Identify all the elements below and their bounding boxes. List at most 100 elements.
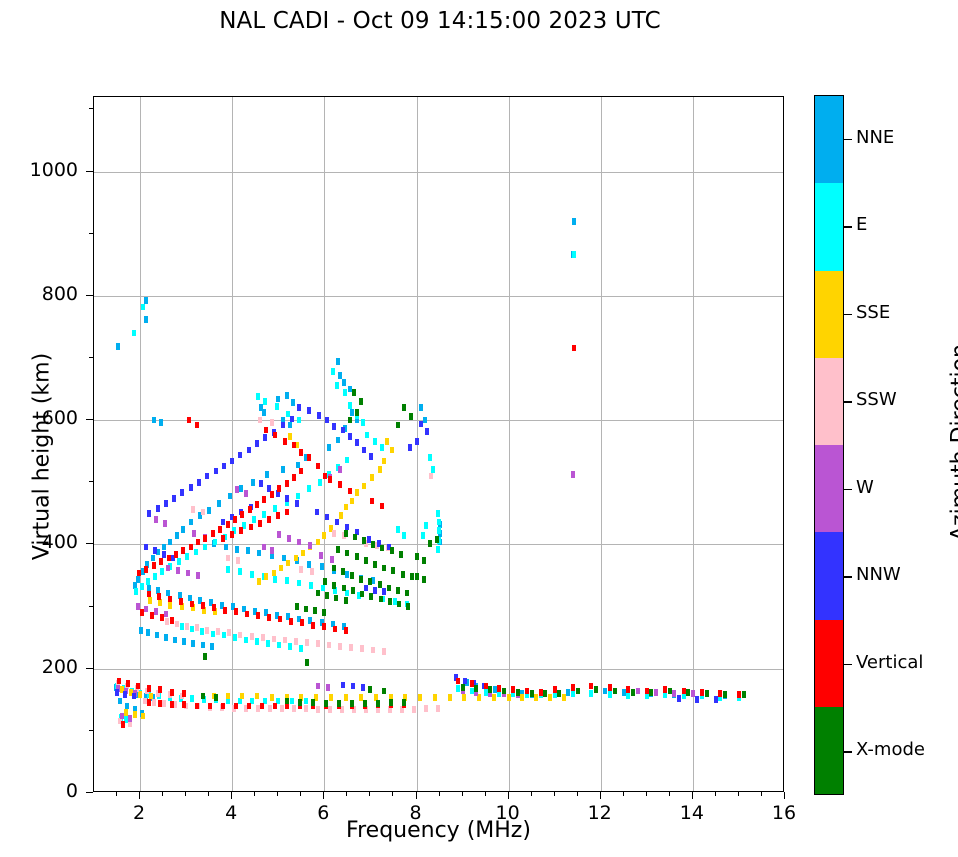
data-point-nne [303, 454, 308, 461]
data-point-vertical [173, 551, 178, 558]
data-point-e [589, 690, 594, 697]
y-minor-tick-mark [89, 481, 93, 483]
data-point-w [325, 683, 330, 691]
data-point-nne [239, 485, 244, 492]
data-point-e [342, 389, 347, 397]
data-point-nnw [285, 495, 290, 502]
data-point-nnw [419, 420, 424, 428]
y-tick-mark [86, 294, 93, 296]
x-minor-tick-mark [576, 792, 578, 796]
data-point-vertical [182, 701, 187, 709]
data-point-w [315, 682, 320, 690]
data-point-e [249, 570, 254, 578]
data-point-vertical [220, 702, 225, 710]
data-point-nne [145, 560, 150, 568]
data-point-e [210, 630, 215, 638]
data-point-w [474, 688, 479, 696]
data-point-e [237, 568, 242, 576]
y-minor-tick-mark [89, 357, 93, 358]
data-point-nnw [255, 440, 260, 448]
x-minor-tick-mark [553, 792, 555, 796]
data-point-ssw [179, 692, 184, 700]
data-point-vertical [116, 677, 121, 685]
x-minor-tick-mark [277, 792, 279, 796]
data-point-x-mode [415, 573, 420, 581]
data-point-w [196, 572, 201, 579]
data-point-ssw [423, 705, 428, 712]
data-point-vertical [210, 529, 215, 537]
data-point-vertical [278, 615, 283, 623]
data-point-ssw [429, 472, 434, 480]
x-axis-label: Frequency (MHz) [346, 818, 531, 843]
data-point-nne [168, 538, 173, 546]
data-point-e [185, 553, 190, 561]
colorbar-label-sse: SSE [856, 301, 891, 323]
data-point-nnw [161, 551, 166, 558]
data-point-x-mode [360, 590, 365, 598]
data-point-x-mode [421, 575, 426, 583]
data-point-e [423, 522, 428, 530]
data-point-nnw [463, 677, 468, 685]
data-point-vertical [157, 593, 162, 600]
data-point-vertical [203, 534, 208, 542]
data-point-x-mode [649, 688, 654, 696]
data-point-ssw [411, 706, 416, 714]
gridline-vertical [232, 97, 234, 791]
data-point-nnw [354, 439, 359, 446]
data-point-e [469, 687, 474, 695]
data-point-w [153, 608, 158, 615]
data-point-nne [197, 512, 202, 520]
data-point-nnw [258, 480, 263, 487]
x-minor-tick-mark [714, 792, 716, 796]
x-tick-mark [784, 792, 785, 799]
data-point-nne [228, 492, 233, 500]
data-point-ssw [351, 706, 356, 714]
data-point-x-mode [354, 409, 359, 417]
x-tick-label: 16 [771, 802, 797, 824]
data-point-sse [447, 693, 452, 701]
data-point-ssw [257, 416, 262, 424]
x-minor-tick-mark [438, 792, 440, 796]
data-point-ssw [200, 508, 205, 516]
data-point-nne [156, 587, 161, 594]
data-point-nnw [425, 427, 430, 435]
data-point-vertical [277, 485, 282, 492]
data-point-nne [345, 570, 350, 578]
data-point-nnw [246, 446, 251, 454]
gridline-vertical [508, 97, 510, 791]
data-point-ssw [227, 629, 232, 637]
data-point-ssw [435, 705, 440, 712]
data-point-vertical [233, 702, 238, 710]
data-point-ssw [156, 690, 161, 697]
data-point-nnw [382, 588, 387, 595]
data-point-x-mode [313, 606, 318, 614]
data-point-vertical [306, 454, 311, 461]
data-point-vertical [195, 702, 200, 710]
colorbar-segment-nnw [815, 532, 843, 620]
data-point-sse [403, 693, 408, 701]
data-point-nne [285, 391, 290, 399]
colorbar-segment-nne [815, 96, 843, 184]
data-point-ssw [190, 506, 195, 513]
data-point-ssw [387, 706, 392, 714]
data-point-nne [242, 605, 247, 613]
data-point-nne [188, 518, 193, 526]
data-point-vertical [120, 721, 125, 728]
data-point-nnw [294, 500, 299, 507]
data-point-nnw [472, 680, 477, 687]
data-point-x-mode [315, 589, 320, 597]
data-point-x-mode [415, 553, 420, 561]
data-point-nne [290, 399, 295, 407]
data-point-w [287, 534, 292, 542]
data-point-sse [370, 473, 375, 481]
data-point-x-mode [382, 564, 387, 572]
data-point-nnw [230, 457, 235, 465]
data-point-e [225, 565, 230, 573]
data-point-e [483, 688, 488, 696]
data-point-w [115, 685, 120, 692]
data-point-e [435, 509, 440, 517]
data-point-e [303, 697, 308, 705]
data-point-nnw [314, 508, 319, 516]
y-tick-label: 400 [41, 531, 78, 554]
data-point-x-mode [285, 697, 290, 705]
